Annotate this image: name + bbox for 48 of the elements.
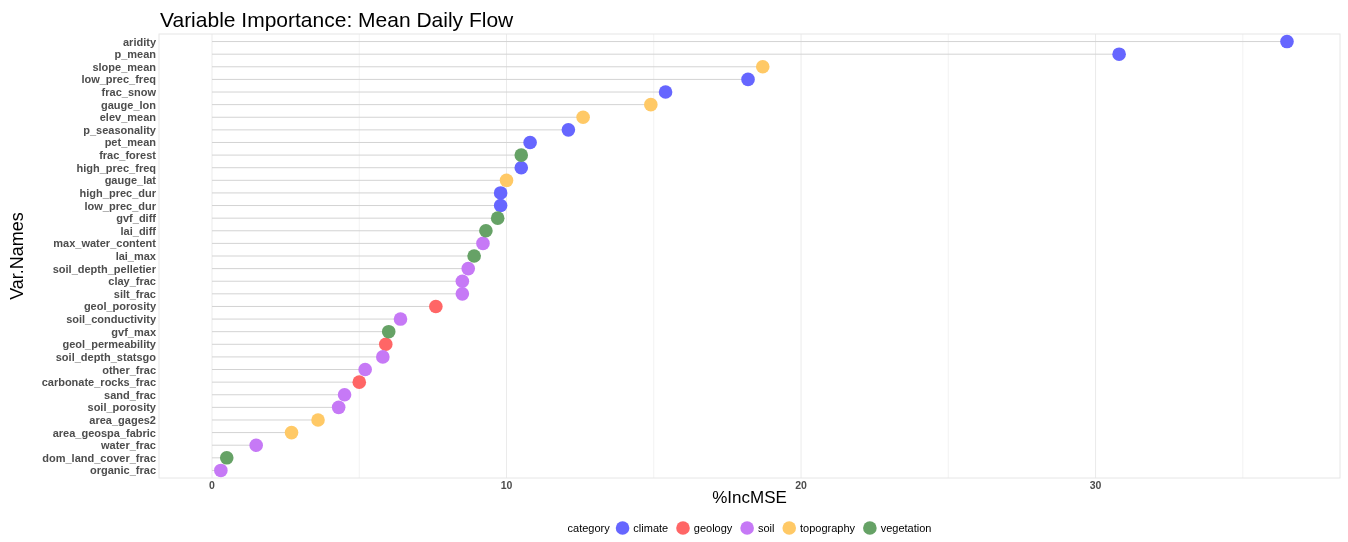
y-tick-label: organic_frac — [89, 464, 156, 477]
y-tick-label: gauge_lat — [104, 174, 157, 187]
y-tick-label: high_prec_freq — [76, 161, 156, 174]
y-tick-label: p_mean — [114, 48, 157, 61]
legend-label: vegetation — [880, 522, 932, 534]
legend-title: category — [567, 522, 611, 534]
y-tick-label: high_prec_dur — [79, 186, 157, 199]
y-tick-label: gvf_max — [111, 325, 157, 338]
legend-label: geology — [693, 522, 733, 534]
y-tick-label: sand_frac — [104, 388, 156, 401]
y-tick-label: silt_frac — [113, 287, 156, 300]
y-tick-label: frac_forest — [99, 149, 157, 162]
y-tick-label: soil_depth_statsgo — [55, 350, 157, 363]
y-tick-label: area_geospa_fabric — [52, 426, 156, 439]
x-tick-label: 30 — [1089, 479, 1102, 491]
x-tick-label: 0 — [209, 479, 216, 491]
y-tick-label: other_frac — [102, 363, 156, 376]
legend-label: soil — [757, 522, 775, 534]
y-tick-label: gauge_lon — [100, 98, 157, 111]
legend-label: topography — [800, 522, 856, 534]
x-axis-title: %IncMSE — [712, 488, 787, 507]
y-tick-label: geol_permeability — [62, 338, 157, 351]
legend-label: climate — [633, 522, 669, 534]
y-tick-label: area_gages2 — [89, 413, 156, 426]
y-tick-label: max_water_content — [53, 237, 157, 250]
x-tick-label: 10 — [500, 479, 513, 491]
y-tick-label: soil_conductivity — [66, 313, 157, 326]
y-axis-title: Var.Names — [7, 212, 27, 300]
y-tick-label: soil_porosity — [87, 401, 157, 414]
x-tick-label: 20 — [795, 479, 808, 491]
y-tick-label: aridity — [122, 35, 157, 48]
y-tick-label: gvf_diff — [116, 212, 157, 225]
y-tick-label: elev_mean — [99, 111, 157, 124]
y-tick-label: frac_snow — [101, 86, 157, 99]
y-tick-label: slope_mean — [92, 60, 157, 73]
y-tick-label: clay_frac — [108, 275, 156, 288]
y-tick-label: geol_porosity — [83, 300, 157, 313]
y-tick-label: low_prec_freq — [81, 73, 156, 86]
y-tick-label: lai_max — [115, 250, 157, 262]
y-tick-label: pet_mean — [104, 136, 157, 149]
y-tick-label: water_frac — [99, 439, 156, 452]
y-tick-label: p_seasonality — [83, 123, 157, 136]
y-tick-label: low_prec_dur — [84, 199, 157, 212]
y-tick-label: soil_depth_pelletier — [52, 262, 157, 275]
y-tick-label: lai_diff — [120, 224, 157, 237]
y-tick-label: dom_land_cover_frac — [42, 451, 156, 464]
chart-title: Variable Importance: Mean Daily Flow — [160, 8, 515, 31]
y-tick-label: carbonate_rocks_frac — [41, 376, 156, 389]
